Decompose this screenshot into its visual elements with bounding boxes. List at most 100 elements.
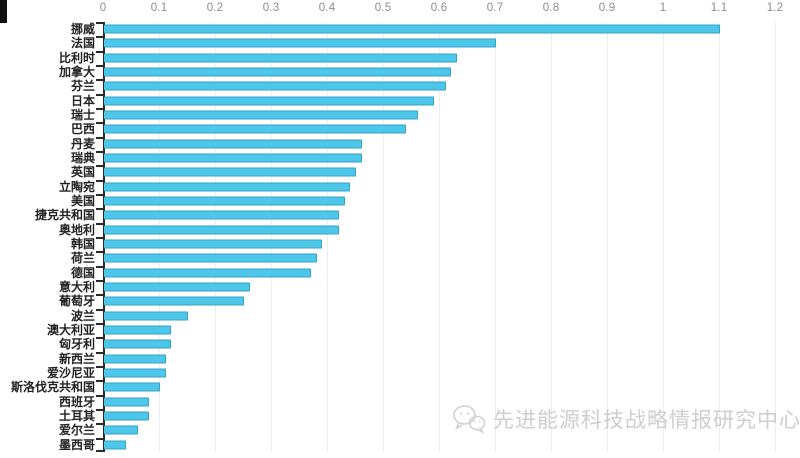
- y-axis-label: 墨西哥: [58, 437, 95, 452]
- bar-track: [103, 280, 775, 294]
- y-axis-label: 爱尔兰: [58, 423, 95, 438]
- chart-row: 新西兰: [0, 352, 775, 366]
- bar: [104, 110, 418, 120]
- y-axis-label: 奥地利: [58, 222, 95, 237]
- y-axis-tick: [96, 337, 103, 339]
- chart-row: 比利时: [0, 51, 775, 65]
- bar: [104, 282, 250, 292]
- x-tick-label: 0.6: [430, 2, 448, 14]
- y-axis-tick: [96, 94, 103, 96]
- x-tick-label: 0.3: [262, 2, 280, 14]
- bar: [104, 53, 457, 63]
- y-axis-tick: [96, 309, 103, 311]
- bar: [104, 411, 149, 421]
- bar: [104, 311, 188, 321]
- y-axis-label: 葡萄牙: [58, 294, 95, 309]
- y-axis-tick: [96, 423, 103, 425]
- y-axis-label: 荷兰: [70, 251, 95, 266]
- gridline: [775, 22, 776, 452]
- chart-row: 法国: [0, 36, 775, 50]
- bar-track: [103, 151, 775, 165]
- bar-track: [103, 122, 775, 136]
- x-tick-label: 1.1: [710, 2, 728, 14]
- chart-row: 芬兰: [0, 79, 775, 93]
- y-axis-label: 巴西: [70, 122, 95, 137]
- chart-row: 波兰: [0, 309, 775, 323]
- y-axis-label: 澳大利亚: [46, 323, 95, 338]
- bar: [104, 210, 340, 220]
- bar: [104, 182, 351, 192]
- bar: [104, 196, 345, 206]
- y-axis-label: 西班牙: [58, 394, 95, 409]
- bar-track: [103, 51, 775, 65]
- bar-track: [103, 395, 775, 409]
- bar-track: [103, 94, 775, 108]
- y-axis-label: 爱沙尼亚: [46, 366, 95, 381]
- y-axis-label: 匈牙利: [58, 337, 95, 352]
- gridline: [159, 22, 160, 452]
- y-axis-tick: [96, 208, 103, 210]
- gridline: [607, 22, 608, 452]
- chart-row: 西班牙: [0, 395, 775, 409]
- bar-track: [103, 409, 775, 423]
- bar-track: [103, 79, 775, 93]
- screenshot-edge-artifact: [0, 0, 7, 23]
- y-axis-label: 土耳其: [58, 409, 95, 424]
- chart-row: 澳大利亚: [0, 323, 775, 337]
- y-axis-label: 丹麦: [70, 136, 95, 151]
- chart-row: 捷克共和国: [0, 208, 775, 222]
- chart-row: 加拿大: [0, 65, 775, 79]
- y-axis-label: 法国: [70, 36, 95, 51]
- y-axis-tick: [96, 223, 103, 225]
- y-axis-tick: [96, 165, 103, 167]
- chart-row: 爱沙尼亚: [0, 366, 775, 380]
- y-axis-label: 瑞典: [70, 151, 95, 166]
- bar-track: [103, 266, 775, 280]
- bar-track: [103, 165, 775, 179]
- x-axis: 0 0.1 0.2 0.3 0.4 0.5 0.6 0.7 0.8 0.9 1 1.1 1.2: [0, 2, 800, 20]
- y-axis-tick: [96, 450, 103, 452]
- bar-track: [103, 180, 775, 194]
- y-axis-label: 瑞士: [70, 108, 95, 123]
- bar-track: [103, 208, 775, 222]
- y-axis-tick: [96, 36, 103, 38]
- y-axis-label: 新西兰: [58, 351, 95, 366]
- bar-track: [103, 22, 775, 36]
- bar: [104, 81, 446, 91]
- bar: [104, 339, 172, 349]
- y-axis-tick: [96, 137, 103, 139]
- gridline: [327, 22, 328, 452]
- y-axis-tick: [96, 122, 103, 124]
- bar-track: [103, 380, 775, 394]
- y-axis-tick: [96, 380, 103, 382]
- chart-row: 德国: [0, 266, 775, 280]
- bar: [104, 38, 496, 48]
- y-axis-tick: [96, 79, 103, 81]
- chart-row: 日本: [0, 94, 775, 108]
- chart-row: 葡萄牙: [0, 294, 775, 308]
- chart-row: 丹麦: [0, 137, 775, 151]
- y-axis-tick: [96, 395, 103, 397]
- chart-row: 巴西: [0, 122, 775, 136]
- chart-row: 爱尔兰: [0, 423, 775, 437]
- bar: [104, 253, 317, 263]
- y-axis-tick: [96, 266, 103, 268]
- bar: [104, 239, 323, 249]
- y-axis-label: 韩国: [70, 237, 95, 252]
- bar: [104, 225, 340, 235]
- y-axis-label: 英国: [70, 165, 95, 180]
- y-axis-tick: [96, 51, 103, 53]
- chart-row: 墨西哥: [0, 438, 775, 452]
- bar: [104, 139, 362, 149]
- bar: [104, 268, 312, 278]
- y-axis-tick: [96, 65, 103, 67]
- watermark: 先进能源科技战略情报研究中心: [452, 404, 800, 434]
- chart-row: 英国: [0, 165, 775, 179]
- y-axis-label: 捷克共和国: [34, 208, 95, 223]
- chart-row: 匈牙利: [0, 337, 775, 351]
- gridline: [663, 22, 664, 452]
- bar: [104, 368, 166, 378]
- gridline: [383, 22, 384, 452]
- y-axis-tick: [96, 22, 103, 24]
- bar-track: [103, 423, 775, 437]
